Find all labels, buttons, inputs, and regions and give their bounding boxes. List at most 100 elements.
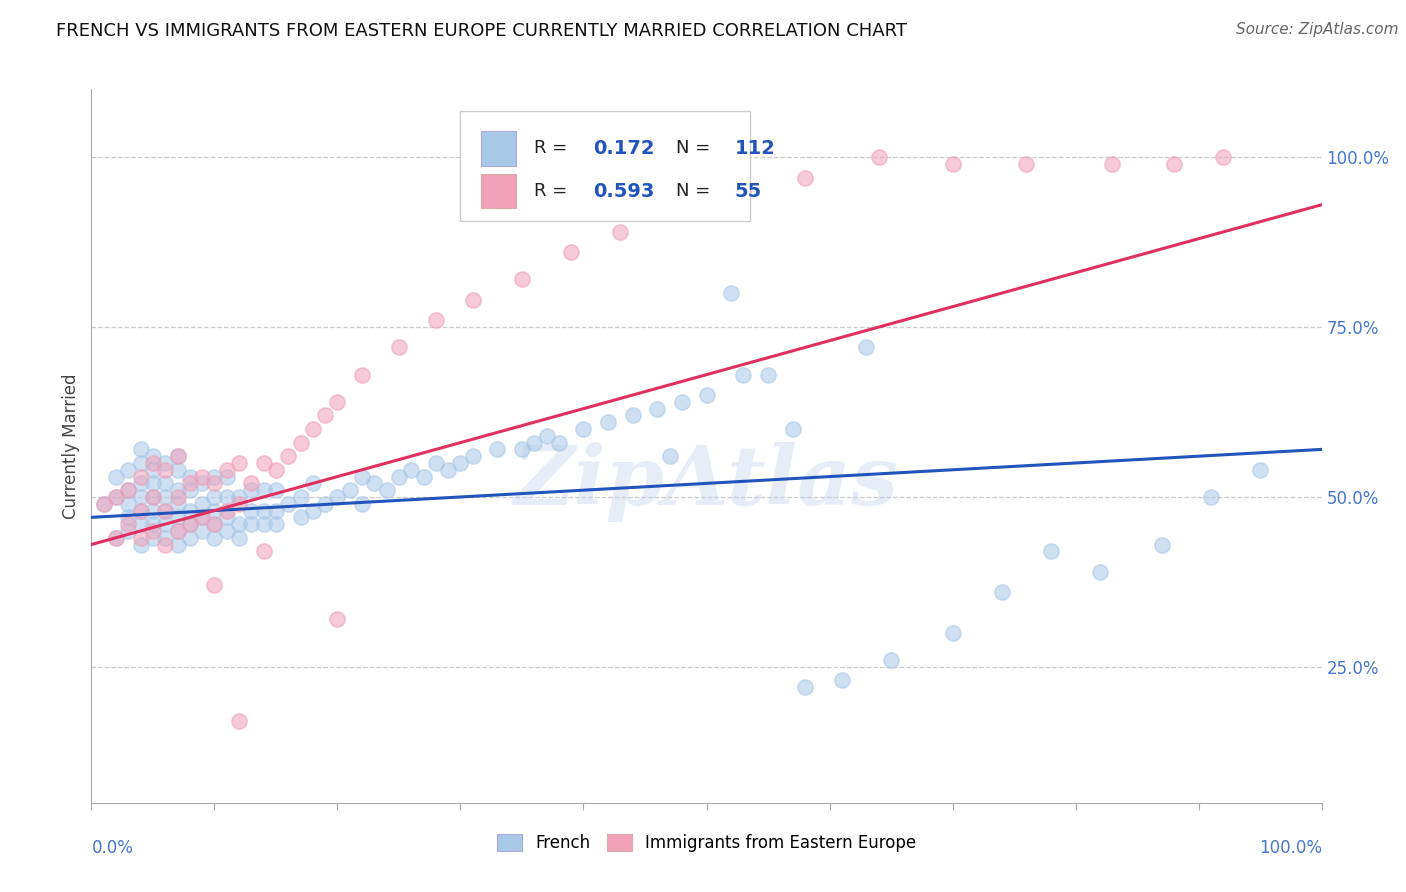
Point xyxy=(645,401,669,416)
Point xyxy=(129,456,152,470)
Point xyxy=(202,476,225,491)
Point xyxy=(1249,463,1271,477)
Point xyxy=(572,422,595,436)
Point xyxy=(671,394,693,409)
Point xyxy=(215,469,238,483)
Point xyxy=(117,517,139,532)
Point xyxy=(153,503,177,517)
Point xyxy=(105,490,127,504)
Text: ZipAtlas: ZipAtlas xyxy=(515,442,898,522)
Point xyxy=(596,415,619,429)
Point xyxy=(142,490,165,504)
Point xyxy=(215,524,238,538)
Point xyxy=(314,497,336,511)
Point xyxy=(153,531,177,545)
Point xyxy=(375,483,398,498)
Point xyxy=(142,456,165,470)
Point xyxy=(129,503,152,517)
Point xyxy=(314,409,336,423)
Point xyxy=(105,490,127,504)
Point xyxy=(215,503,238,517)
Point xyxy=(671,204,693,219)
Point xyxy=(166,537,188,551)
Point xyxy=(129,531,152,545)
Point xyxy=(228,497,250,511)
Point xyxy=(153,476,177,491)
Text: Source: ZipAtlas.com: Source: ZipAtlas.com xyxy=(1236,22,1399,37)
Text: 112: 112 xyxy=(735,139,776,158)
Point xyxy=(510,272,533,286)
Text: R =: R = xyxy=(534,139,574,157)
Point xyxy=(153,537,177,551)
Text: N =: N = xyxy=(676,139,716,157)
Point xyxy=(240,503,263,517)
Point xyxy=(793,680,815,694)
Point xyxy=(191,510,214,524)
Point xyxy=(290,490,312,504)
Point xyxy=(253,456,276,470)
Point xyxy=(547,435,569,450)
Point xyxy=(1101,157,1123,171)
Point xyxy=(117,483,139,498)
Point xyxy=(129,517,152,532)
Point xyxy=(240,517,263,532)
Point xyxy=(240,483,263,498)
Point xyxy=(609,225,631,239)
Point xyxy=(264,463,287,477)
Point xyxy=(264,503,287,517)
Point xyxy=(179,503,201,517)
Point xyxy=(129,490,152,504)
Point xyxy=(142,476,165,491)
Point xyxy=(142,531,165,545)
Legend: French, Immigrants from Eastern Europe: French, Immigrants from Eastern Europe xyxy=(491,827,922,859)
Point xyxy=(166,449,188,463)
Point xyxy=(191,510,214,524)
Point xyxy=(228,531,250,545)
Point xyxy=(461,449,484,463)
Point xyxy=(412,469,434,483)
Point xyxy=(326,490,349,504)
Y-axis label: Currently Married: Currently Married xyxy=(62,373,80,519)
Point xyxy=(142,449,165,463)
Point xyxy=(202,531,225,545)
Point xyxy=(793,170,815,185)
Point xyxy=(290,435,312,450)
Point xyxy=(117,483,139,498)
Point xyxy=(117,524,139,538)
Point xyxy=(153,490,177,504)
Point xyxy=(142,517,165,532)
Point xyxy=(855,341,877,355)
Point xyxy=(782,422,804,436)
Text: 100.0%: 100.0% xyxy=(1258,838,1322,856)
Point xyxy=(733,184,755,198)
Point xyxy=(129,537,152,551)
Point xyxy=(425,313,447,327)
Point xyxy=(129,476,152,491)
Text: 0.593: 0.593 xyxy=(593,182,655,201)
Point xyxy=(277,449,299,463)
Point xyxy=(93,497,115,511)
Point xyxy=(142,503,165,517)
Point xyxy=(326,612,349,626)
Point xyxy=(831,673,853,688)
Point xyxy=(215,490,238,504)
Point xyxy=(191,524,214,538)
Point xyxy=(117,497,139,511)
Point xyxy=(352,368,374,382)
Bar xyxy=(481,131,516,166)
Point xyxy=(1199,490,1222,504)
Point xyxy=(1015,157,1038,171)
Point xyxy=(166,490,188,504)
Point xyxy=(142,524,165,538)
Point xyxy=(621,409,644,423)
Point xyxy=(166,497,188,511)
Point xyxy=(425,456,447,470)
Point xyxy=(129,503,152,517)
Point xyxy=(191,476,214,491)
Point xyxy=(153,463,177,477)
Point xyxy=(523,435,546,450)
Point xyxy=(880,653,903,667)
Text: N =: N = xyxy=(676,182,716,200)
Point xyxy=(202,503,225,517)
Point xyxy=(301,476,323,491)
